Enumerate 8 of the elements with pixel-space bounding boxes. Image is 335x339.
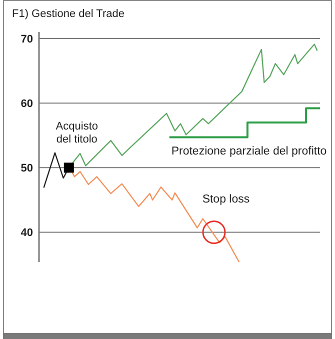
y-tick-label: 70 [20, 33, 33, 46]
series-label: Protezione parziale del profitto [171, 145, 327, 158]
annotation: Stop loss [202, 193, 250, 206]
annotation: Acquisto del titolo [56, 120, 98, 146]
chart-title: F1) Gestione del Trade [12, 8, 125, 20]
y-tick-label: 40 [20, 227, 33, 240]
y-tick-label: 50 [20, 162, 33, 175]
y-tick-label: 60 [20, 98, 33, 110]
